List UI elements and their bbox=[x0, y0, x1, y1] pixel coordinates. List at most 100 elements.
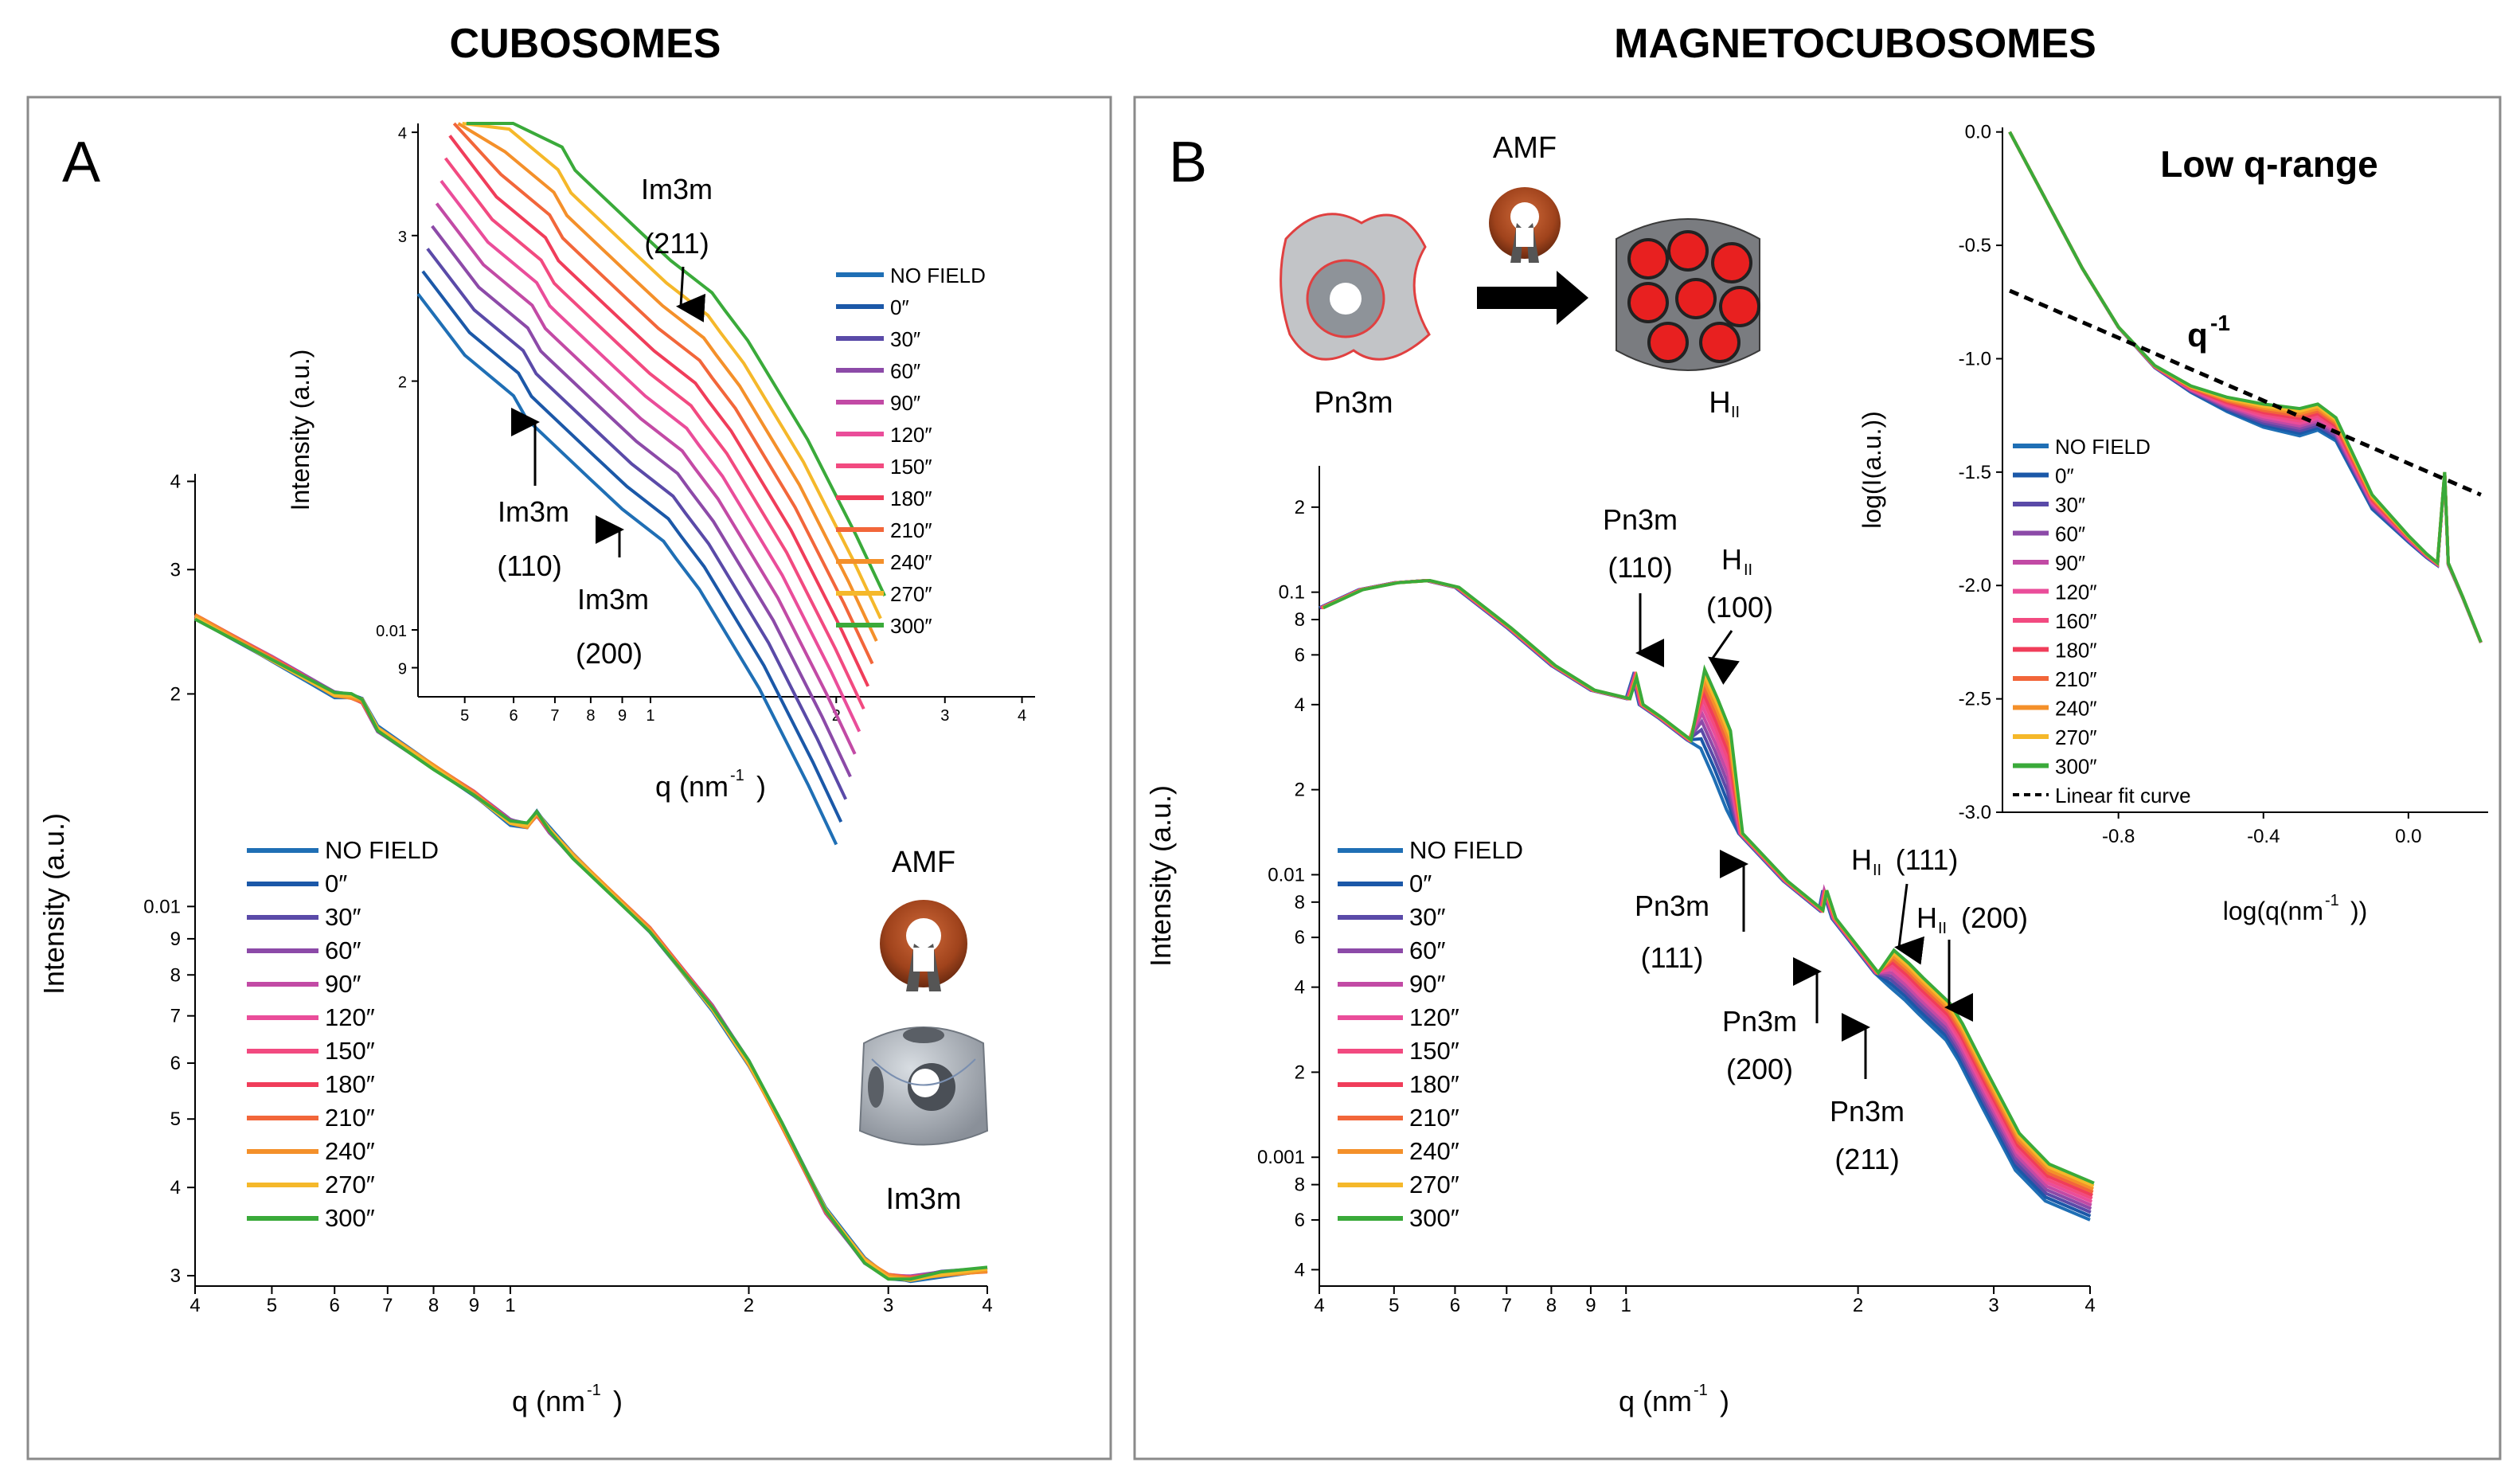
y-tick-label: -2.0 bbox=[1959, 575, 1991, 596]
legend-label: 240″ bbox=[2055, 697, 2097, 721]
series-line bbox=[452, 122, 874, 665]
y-tick-label: 0.001 bbox=[1257, 1147, 1305, 1168]
legend-label: 60″ bbox=[890, 359, 920, 383]
legend-label: 270″ bbox=[2055, 725, 2097, 749]
x-tick-label: 5 bbox=[1389, 1295, 1399, 1316]
legend-label: Linear fit curve bbox=[2055, 784, 2191, 807]
y-tick-label: 0.1 bbox=[1279, 582, 1305, 604]
legend-label: 300″ bbox=[2055, 755, 2097, 779]
im3m-cube-icon bbox=[858, 1026, 989, 1146]
chart-b-y-label: Intensity (a.u.) bbox=[1144, 785, 1177, 967]
chart-a-x-label: q (nm bbox=[512, 1385, 585, 1417]
chart-a-x-label-sup: -1 bbox=[587, 1382, 601, 1399]
legend-label: 270″ bbox=[1409, 1171, 1459, 1198]
x-tick-label: 4 bbox=[189, 1295, 200, 1316]
annot-hii-100-hkl: (100) bbox=[1706, 591, 1773, 624]
y-tick-label: 4 bbox=[1295, 1259, 1305, 1280]
x-tick-label: 1 bbox=[646, 707, 654, 725]
y-tick-label: 8 bbox=[170, 964, 181, 986]
chart-b-inset-x-label-sup: -1 bbox=[2325, 892, 2339, 909]
y-tick-label: 7 bbox=[170, 1006, 181, 1027]
hii-phase-subscript: II bbox=[1731, 404, 1740, 421]
hii-icon bbox=[1616, 218, 1760, 371]
chart-b-inset-x-label-end: )) bbox=[2350, 897, 2367, 925]
y-tick-label: -3.0 bbox=[1959, 802, 1991, 823]
x-tick-label: 1 bbox=[1621, 1295, 1631, 1316]
chart-a-y-label: Intensity (a.u.) bbox=[37, 813, 70, 995]
legend-label: NO FIELD bbox=[890, 264, 986, 287]
y-tick-label: 3 bbox=[170, 1265, 181, 1287]
legend-label: 300″ bbox=[325, 1204, 375, 1232]
y-tick-label: 8 bbox=[1295, 1175, 1305, 1196]
y-tick-label: -1.5 bbox=[1959, 462, 1991, 483]
legend-label: 90″ bbox=[2055, 551, 2085, 575]
panel-a-letter: A bbox=[62, 131, 100, 194]
chart-b-inset-y-label: log(I(a.u.)) bbox=[1858, 411, 1886, 529]
annot-hii-200-hkl: (200) bbox=[1961, 901, 2028, 934]
series-line bbox=[457, 122, 878, 642]
amf-coil-icon bbox=[880, 900, 967, 991]
x-tick-label: 5 bbox=[460, 707, 469, 725]
y-tick-label: 8 bbox=[1295, 609, 1305, 631]
legend-label: 180″ bbox=[890, 487, 932, 510]
legend-label: 30″ bbox=[2055, 493, 2085, 517]
y-tick-label: 4 bbox=[1295, 977, 1305, 999]
x-tick-label: 3 bbox=[883, 1295, 893, 1316]
x-tick-label: 5 bbox=[267, 1295, 277, 1316]
linear-fit-line bbox=[2009, 288, 2482, 497]
y-tick-label: 2 bbox=[1295, 1062, 1305, 1083]
y-tick-label: 0.01 bbox=[143, 896, 181, 917]
legend-label: 90″ bbox=[890, 391, 920, 415]
legend-label: 0″ bbox=[890, 295, 909, 319]
x-tick-label: 6 bbox=[509, 707, 518, 725]
annot-pn3m-111-hkl: (111) bbox=[1641, 941, 1704, 974]
x-tick-label: 4 bbox=[1018, 707, 1026, 725]
x-tick-label: 3 bbox=[940, 707, 949, 725]
y-tick-label: 2 bbox=[170, 683, 181, 705]
x-tick-label: 8 bbox=[428, 1295, 439, 1316]
series-line bbox=[2008, 131, 2483, 643]
y-tick-label: 5 bbox=[170, 1108, 181, 1130]
pn3m-phase-label: Pn3m bbox=[1314, 386, 1393, 420]
y-tick-label: 3 bbox=[170, 559, 181, 581]
chart-b-inset-legend: NO FIELD 0″ 30″ 60″ 90″ 120″ 160″ 180″ 210″ 240″ 2… bbox=[2013, 435, 2191, 807]
annot-pn3m-211: Pn3m bbox=[1830, 1095, 1905, 1128]
legend-label: 270″ bbox=[325, 1171, 375, 1198]
y-tick-label: 2 bbox=[1295, 780, 1305, 801]
series-line bbox=[194, 617, 988, 1281]
annot-im3m-110: Im3m bbox=[498, 495, 569, 528]
arrow-hii-100 bbox=[1708, 630, 1740, 685]
legend-label: 60″ bbox=[2055, 522, 2085, 546]
legend-label: 120″ bbox=[2055, 581, 2097, 604]
legend-label: 90″ bbox=[325, 970, 361, 998]
y-tick-label: 8 bbox=[1295, 892, 1305, 913]
series-line bbox=[448, 135, 870, 687]
im3m-label: Im3m bbox=[886, 1183, 962, 1216]
chart-a-inset-x-label-sup: -1 bbox=[730, 767, 744, 784]
legend-label: NO FIELD bbox=[1409, 836, 1523, 864]
annot-hii-200: H bbox=[1916, 901, 1937, 934]
annot-pn3m-110: Pn3m bbox=[1603, 503, 1678, 536]
series-line bbox=[462, 122, 882, 620]
x-tick-label: 7 bbox=[1502, 1295, 1512, 1316]
y-tick-label: 4 bbox=[1295, 694, 1305, 716]
panel-a-amf-illustration: AMF Im3m bbox=[858, 846, 989, 1216]
x-tick-label: 7 bbox=[382, 1295, 393, 1316]
annot-im3m-110-hkl: (110) bbox=[497, 549, 561, 582]
y-tick-label: -1.0 bbox=[1959, 348, 1991, 369]
x-tick-label: 8 bbox=[1546, 1295, 1557, 1316]
y-tick-label: 6 bbox=[1295, 644, 1305, 666]
x-tick-label: 4 bbox=[982, 1295, 992, 1316]
y-tick-label: 6 bbox=[1295, 927, 1305, 948]
chart-a-inset-x-label-end: ) bbox=[756, 770, 766, 803]
legend-label: 0″ bbox=[325, 870, 347, 897]
legend-label: 0″ bbox=[2055, 464, 2074, 488]
annot-hii-111: H bbox=[1851, 843, 1872, 876]
legend-label: 180″ bbox=[2055, 639, 2097, 663]
series-line bbox=[443, 157, 865, 710]
y-tick-label: 6 bbox=[170, 1053, 181, 1074]
chart-b-inset-x-label: log(q(nm bbox=[2223, 897, 2323, 925]
transition-arrow bbox=[1477, 271, 1588, 325]
chart-a-inset-y-label: Intensity (a.u.) bbox=[286, 350, 315, 511]
